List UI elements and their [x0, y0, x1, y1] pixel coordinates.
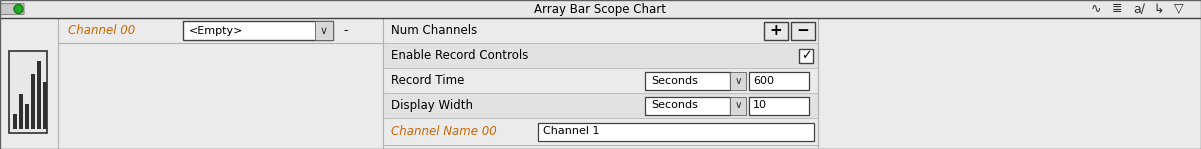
Bar: [791, 21, 815, 39]
Text: Channel 00: Channel 00: [68, 24, 136, 37]
Bar: [37, 61, 41, 129]
Text: Record Time: Record Time: [392, 74, 465, 87]
Text: Seconds: Seconds: [651, 76, 698, 86]
Text: Num Channels: Num Channels: [392, 24, 477, 37]
Bar: [383, 18, 818, 43]
Text: ∿: ∿: [1091, 3, 1101, 15]
Bar: [25, 104, 29, 129]
Text: a∕: a∕: [1133, 3, 1145, 15]
Text: ▽: ▽: [1175, 3, 1184, 15]
Text: ✓: ✓: [801, 49, 811, 62]
Text: ∨: ∨: [319, 25, 328, 35]
Bar: [383, 118, 818, 145]
Bar: [383, 68, 818, 93]
Text: Channel Name 00: Channel Name 00: [392, 125, 497, 138]
Text: −: −: [796, 23, 809, 38]
Bar: [0, 0, 1201, 18]
Text: Seconds: Seconds: [651, 100, 698, 111]
Bar: [43, 82, 47, 129]
Bar: [13, 114, 17, 129]
Text: ∨: ∨: [734, 76, 742, 86]
Bar: [0, 18, 1201, 149]
Text: Enable Record Controls: Enable Record Controls: [392, 49, 528, 62]
Bar: [645, 72, 730, 90]
Text: +: +: [770, 23, 782, 38]
Text: <Empty>: <Empty>: [189, 25, 244, 35]
Bar: [764, 21, 788, 39]
Bar: [315, 21, 333, 40]
Bar: [749, 72, 809, 90]
Bar: [183, 21, 333, 40]
Text: Display Width: Display Width: [392, 99, 473, 112]
Bar: [749, 97, 809, 114]
Bar: [31, 73, 35, 129]
Text: -: -: [343, 24, 347, 37]
Text: Array Bar Scope Chart: Array Bar Scope Chart: [534, 3, 667, 15]
Bar: [19, 94, 23, 129]
Text: Channel 1: Channel 1: [543, 127, 599, 136]
Bar: [730, 97, 746, 114]
Bar: [383, 93, 818, 118]
Text: ≣: ≣: [1112, 3, 1122, 15]
Bar: [730, 72, 746, 90]
Bar: [799, 49, 813, 62]
Bar: [645, 97, 730, 114]
Bar: [383, 43, 818, 68]
Text: ↳: ↳: [1154, 3, 1164, 15]
Bar: [8, 51, 47, 133]
Circle shape: [14, 4, 23, 14]
FancyBboxPatch shape: [0, 3, 24, 14]
Text: 600: 600: [753, 76, 773, 86]
Bar: [538, 122, 814, 141]
Text: ∨: ∨: [734, 100, 742, 111]
Text: 10: 10: [753, 100, 767, 111]
